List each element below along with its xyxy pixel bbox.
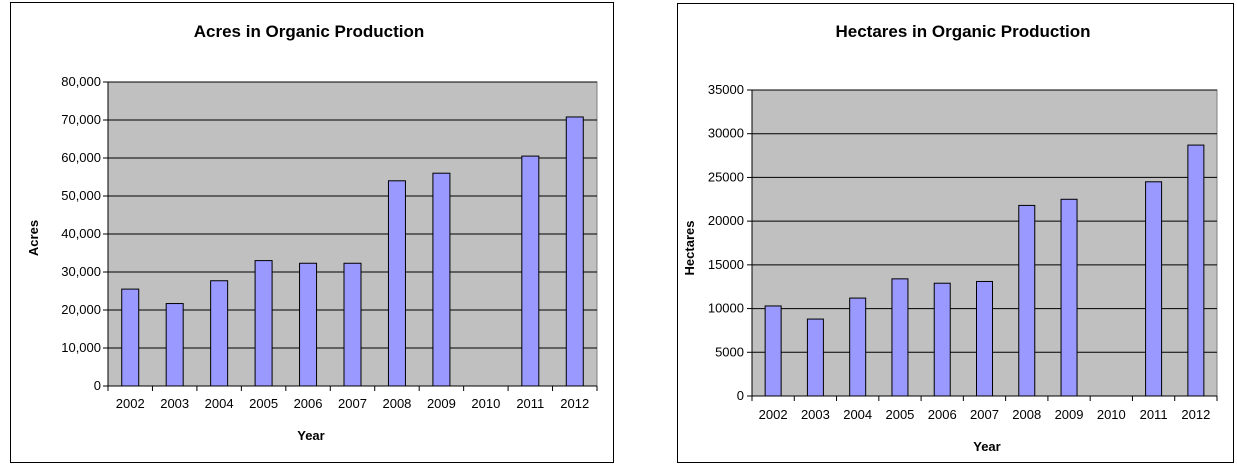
bar-2005 — [254, 260, 273, 387]
x-tick-label: 2007 — [970, 407, 999, 422]
x-tick-label: 2010 — [471, 396, 500, 411]
y-tick-label: 15000 — [708, 257, 744, 272]
bar-2006 — [299, 262, 318, 387]
bar-2002 — [121, 288, 140, 387]
y-tick-label: 80,000 — [61, 74, 101, 89]
x-tick-label: 2008 — [382, 396, 411, 411]
y-tick-label: 20,000 — [61, 302, 101, 317]
x-axis-title: Year — [297, 428, 324, 443]
y-tick-label: 0 — [737, 388, 744, 403]
x-tick-label: 2003 — [801, 407, 830, 422]
bar-2004 — [849, 297, 867, 397]
bar-2002 — [764, 305, 782, 397]
bar-2005 — [891, 278, 909, 397]
x-tick-label: 2012 — [560, 396, 589, 411]
y-tick-label: 50,000 — [61, 188, 101, 203]
bar-2012 — [1187, 144, 1205, 397]
x-tick-label: 2006 — [928, 407, 957, 422]
x-tick-label: 2012 — [1181, 407, 1210, 422]
x-tick-label: 2005 — [885, 407, 914, 422]
y-tick-label: 0 — [94, 378, 101, 393]
x-tick-label: 2008 — [1012, 407, 1041, 422]
y-tick-label: 20000 — [708, 213, 744, 228]
x-axis-title: Year — [973, 439, 1000, 454]
bar-2007 — [343, 262, 362, 387]
bar-2003 — [165, 303, 184, 387]
x-tick-label: 2003 — [160, 396, 189, 411]
y-tick-label: 40,000 — [61, 226, 101, 241]
x-tick-label: 2009 — [427, 396, 456, 411]
y-tick-label: 30,000 — [61, 264, 101, 279]
x-tick-label: 2010 — [1097, 407, 1126, 422]
chart-title: Acres in Organic Production — [194, 22, 425, 41]
x-tick-label: 2011 — [1140, 407, 1168, 422]
bar-2012 — [565, 116, 584, 387]
hectares-chart-svg: Hectares in Organic Production Year Hect… — [682, 22, 1218, 454]
bar-2009 — [1060, 198, 1078, 397]
bar-2008 — [387, 180, 406, 387]
x-tick-label: 2007 — [338, 396, 367, 411]
plot-area: 0 5000 10000 15000 20000 25000 30000 35000 2002 2… — [708, 82, 1218, 422]
y-tick-label: 5000 — [715, 344, 744, 359]
x-tick-label: 2004 — [843, 407, 872, 422]
y-tick-label: 35000 — [708, 82, 744, 97]
bar-2006 — [933, 282, 951, 397]
x-tick-label: 2005 — [249, 396, 278, 411]
bar-2011 — [521, 155, 540, 387]
bar-2008 — [1018, 204, 1036, 397]
y-tick-label: 10,000 — [61, 340, 101, 355]
x-tick-label: 2006 — [294, 396, 323, 411]
hectares-chart: Hectares in Organic Production Year Hect… — [677, 3, 1234, 463]
y-tick-label: 70,000 — [61, 112, 101, 127]
bar-2009 — [432, 172, 451, 387]
y-tick-label: 25000 — [708, 169, 744, 184]
bar-2003 — [806, 318, 824, 397]
acres-chart-svg: Acres in Organic Production Year Acres 0… — [26, 22, 598, 443]
bar-2004 — [210, 280, 229, 387]
y-tick-label: 60,000 — [61, 150, 101, 165]
x-tick-label: 2009 — [1055, 407, 1084, 422]
x-tick-label: 2004 — [205, 396, 234, 411]
acres-chart: Acres in Organic Production Year Acres 0… — [10, 2, 614, 463]
y-tick-label: 30000 — [708, 126, 744, 141]
y-tick-label: 10000 — [708, 301, 744, 316]
x-tick-label: 2002 — [759, 407, 788, 422]
bar-2007 — [976, 280, 993, 397]
bar-2011 — [1145, 181, 1163, 397]
chart-title: Hectares in Organic Production — [835, 22, 1090, 41]
y-axis-title: Hectares — [682, 221, 697, 276]
x-tick-label: 2011 — [516, 396, 544, 411]
x-tick-label: 2002 — [116, 396, 145, 411]
plot-area: 0 10,000 20,000 30,000 40,000 50,000 60,000 70,… — [61, 74, 598, 411]
y-axis-title: Acres — [26, 220, 41, 256]
